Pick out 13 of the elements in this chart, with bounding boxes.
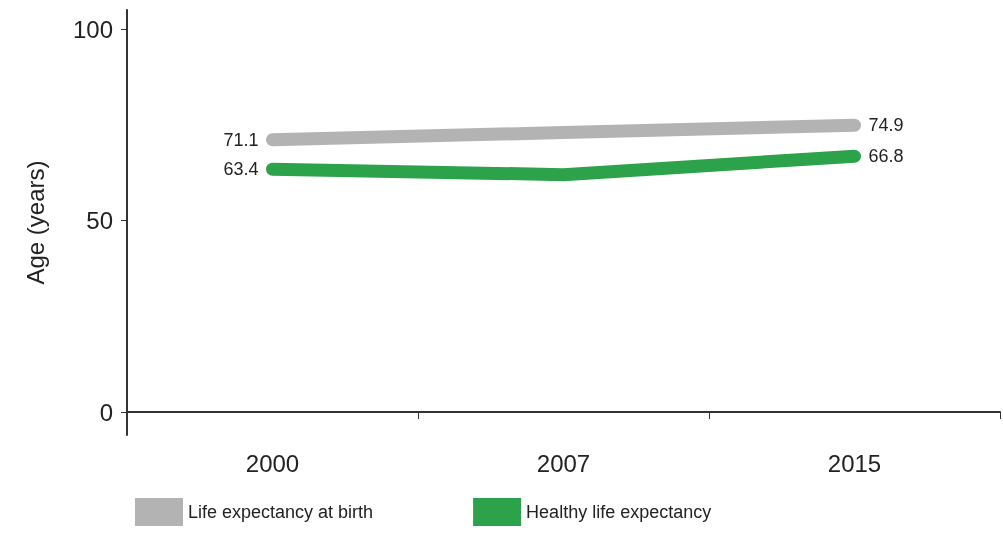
data-label: 74.9: [868, 115, 904, 136]
data-label: 71.1: [223, 129, 259, 150]
x-tick-label: 2000: [245, 449, 300, 477]
data-label: 66.8: [868, 146, 904, 167]
y-tick-label: 100: [72, 15, 113, 43]
data-label: 63.4: [223, 159, 259, 180]
legend-label: Healthy life expectancy: [526, 502, 712, 522]
y-axis-title: Age (years): [21, 160, 49, 285]
y-tick-label: 50: [86, 207, 113, 235]
y-tick-label: 0: [99, 398, 113, 426]
legend-label: Life expectancy at birth: [188, 502, 374, 522]
x-tick-label: 2007: [536, 449, 591, 477]
x-tick-label: 2015: [827, 449, 882, 477]
